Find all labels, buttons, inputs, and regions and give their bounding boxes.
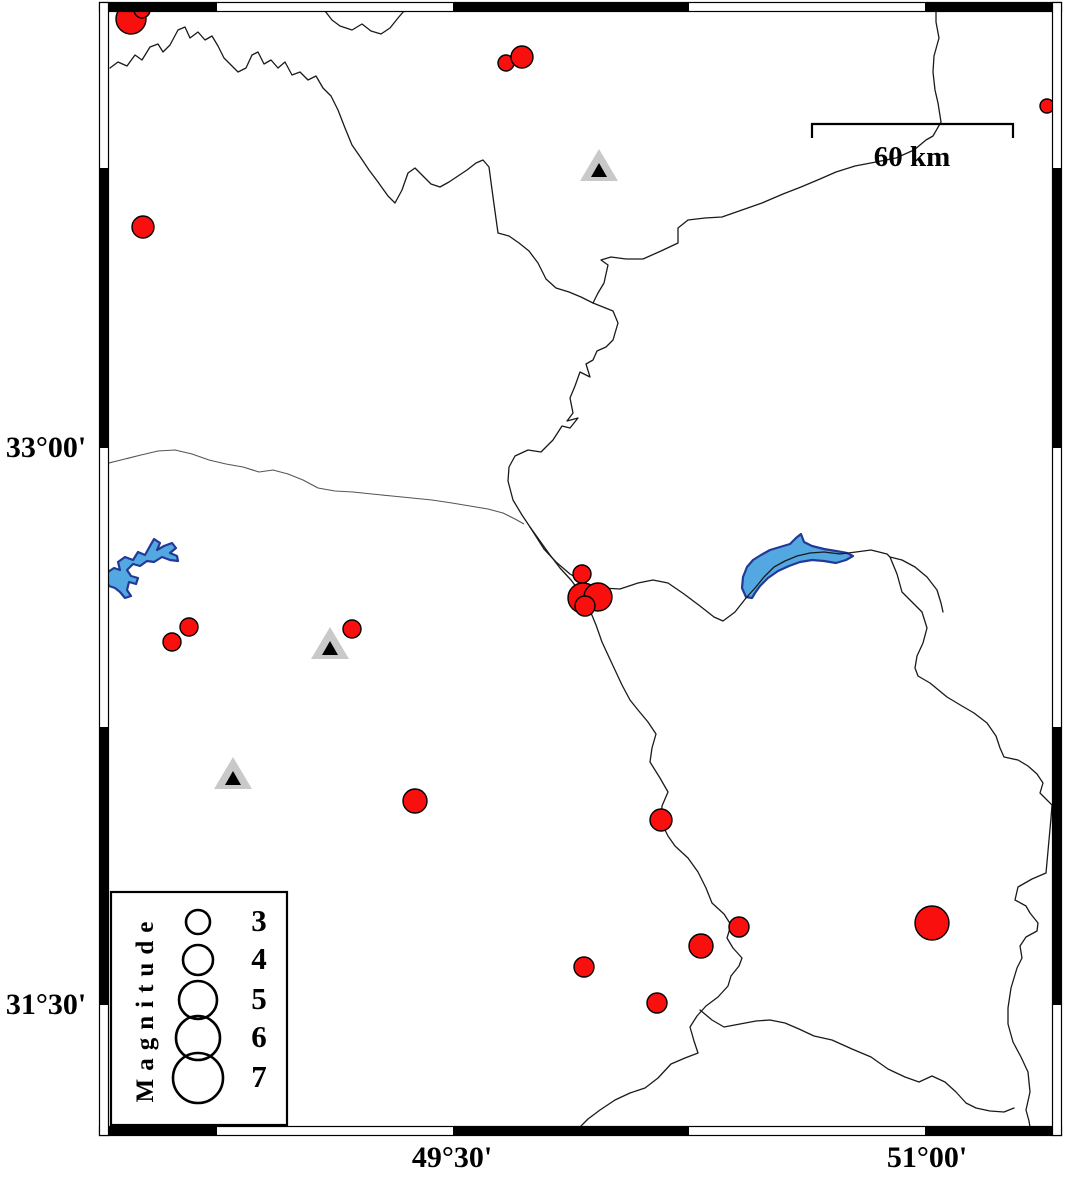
earthquake-marker: [649, 808, 673, 832]
earthquake-marker: [402, 788, 428, 814]
frame-black-segment: [109, 1126, 217, 1136]
y-axis-label-33-00: 33°00': [5, 431, 87, 464]
y-axis-label-31-30: 31°30': [5, 988, 87, 1021]
earthquake-marker: [572, 564, 592, 584]
legend-box: [109, 890, 289, 1127]
earthquake-marker: [914, 905, 950, 941]
earthquake-marker: [1039, 98, 1052, 114]
legend-magnitude-3: 3: [251, 903, 267, 938]
frame-band: [1051, 1, 1063, 1137]
boundary-line: [592, 11, 942, 304]
frame-black-segment: [453, 1126, 689, 1136]
map-frame: [98, 1, 1063, 1137]
boundary-line: [324, 11, 405, 35]
frame-band: [98, 1, 110, 1137]
legend: [109, 890, 289, 1127]
legend-magnitude-6: 6: [251, 1019, 267, 1054]
legend-circle-magnitude-4: [181, 943, 215, 977]
legend-title: Magnitude: [132, 913, 159, 1103]
scale-bar: [810, 122, 1015, 138]
frame-black-segment: [453, 2, 689, 12]
scale-bar-label: 60 km: [873, 141, 951, 173]
river-line: [109, 449, 525, 525]
frame-black-segment: [925, 2, 1052, 12]
station-marker: [311, 627, 349, 659]
legend-circle-magnitude-5: [177, 979, 219, 1021]
frame-black-segment: [1052, 168, 1062, 448]
frame-black-segment: [925, 1126, 1052, 1136]
map-content: [109, 11, 1052, 1127]
earthquake-marker: [162, 632, 182, 652]
earthquake-marker: [510, 45, 534, 69]
x-axis-label-51-00: 51°00': [886, 1141, 968, 1174]
station-triangle-icon: [591, 163, 607, 177]
earthquake-marker: [179, 617, 199, 637]
earthquake-marker: [342, 619, 362, 639]
x-axis-label-49-30: 49°30': [411, 1141, 493, 1174]
boundary-line: [507, 302, 743, 1127]
earthquake-marker: [688, 933, 714, 959]
lake: [109, 537, 180, 600]
earthquake-marker: [131, 215, 155, 239]
earthquake-marker: [574, 595, 596, 617]
lake: [740, 532, 855, 600]
boundary-line: [699, 1009, 1015, 1113]
legend-magnitude-4: 4: [251, 941, 267, 976]
frame-black-segment: [1052, 727, 1062, 1005]
earthquake-marker: [573, 956, 595, 978]
frame-black-segment: [99, 168, 109, 448]
station-triangle-icon: [322, 641, 338, 655]
station-triangle-icon: [225, 771, 241, 785]
boundary-line: [889, 556, 1052, 1127]
legend-magnitude-7: 7: [251, 1059, 267, 1094]
boundary-line: [109, 26, 594, 304]
legend-circle-magnitude-7: [171, 1051, 225, 1105]
station-marker: [580, 149, 618, 181]
earthquake-marker: [133, 11, 151, 19]
frame-black-segment: [109, 2, 217, 12]
legend-magnitude-5: 5: [251, 981, 267, 1016]
earthquake-marker: [646, 992, 668, 1014]
frame-black-segment: [99, 727, 109, 1005]
legend-circle-magnitude-6: [174, 1014, 222, 1062]
legend-circle-magnitude-3: [184, 908, 212, 936]
station-marker: [214, 757, 252, 789]
boundary-line: [529, 526, 944, 622]
earthquake-marker: [728, 916, 750, 938]
